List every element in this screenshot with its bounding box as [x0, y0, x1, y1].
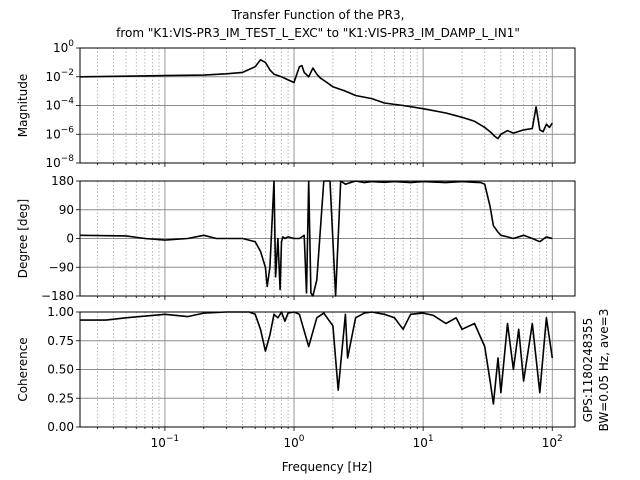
y-tick-label: 180 — [51, 174, 74, 188]
y-tick-label: −180 — [41, 289, 74, 303]
phase-axes-frame — [79, 180, 576, 297]
x-tick-label: 10−1 — [151, 434, 180, 450]
y-tick-label: 0.75 — [47, 334, 74, 348]
coherence-series-line — [80, 311, 554, 405]
magnitude-axes-frame — [79, 47, 576, 164]
x-tick-label: 101 — [413, 434, 434, 450]
coherence-y-axis-label: Coherence — [16, 337, 30, 401]
y-tick-label: −90 — [49, 260, 74, 274]
x-tick-label: 100 — [284, 434, 305, 450]
y-tick-label: 0.50 — [47, 363, 74, 377]
y-tick-label: 10−6 — [45, 125, 74, 141]
magnitude-y-axis-label: Magnitude — [16, 74, 30, 138]
phase-panel: −180 −90 0 90 180 Degree [deg] — [16, 174, 576, 303]
bandwidth-label: BW=0.05 Hz, ave=3 — [597, 309, 611, 432]
chart-title-line1: Transfer Function of the PR3, — [231, 8, 405, 22]
gps-label: GPS:1180248355 — [581, 318, 595, 423]
coherence-panel: 0.00 0.25 0.50 0.75 1.00 Coherence 10−1 100 101 1… — [16, 305, 576, 450]
magnitude-panel: 10−8 10−6 10−4 10−2 100 Magnitude — [16, 39, 576, 170]
y-tick-label: 10−4 — [45, 97, 74, 113]
y-tick-label: 100 — [53, 39, 74, 55]
y-tick-label: 0.00 — [47, 420, 74, 434]
y-tick-label: 0 — [66, 232, 74, 246]
x-axis-label: Frequency [Hz] — [282, 460, 373, 474]
y-tick-label: 0.25 — [47, 391, 74, 405]
y-tick-label: 90 — [59, 203, 74, 217]
magnitude-series-line — [79, 58, 553, 140]
y-tick-label: 10−2 — [45, 68, 74, 84]
phase-series-line — [79, 180, 553, 297]
y-tick-label: 1.00 — [47, 305, 74, 319]
coherence-axes-frame — [79, 311, 576, 428]
phase-y-axis-label: Degree [deg] — [16, 199, 30, 278]
chart-title-line2: from "K1:VIS-PR3_IM_TEST_L_EXC" to "K1:V… — [116, 26, 520, 40]
y-tick-label: 10−8 — [45, 154, 74, 170]
x-tick-label: 102 — [542, 434, 563, 450]
